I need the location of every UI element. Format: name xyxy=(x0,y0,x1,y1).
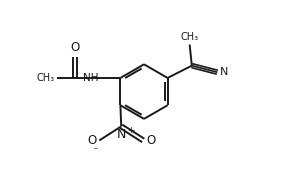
Text: NH: NH xyxy=(83,73,99,83)
Text: N: N xyxy=(117,128,126,141)
Text: O: O xyxy=(71,41,80,54)
Text: O: O xyxy=(87,134,96,147)
Text: N: N xyxy=(220,67,228,77)
Text: ⁻: ⁻ xyxy=(92,147,98,157)
Text: +: + xyxy=(127,126,135,135)
Text: CH₃: CH₃ xyxy=(37,73,55,83)
Text: CH₃: CH₃ xyxy=(181,32,199,42)
Text: O: O xyxy=(146,134,155,147)
